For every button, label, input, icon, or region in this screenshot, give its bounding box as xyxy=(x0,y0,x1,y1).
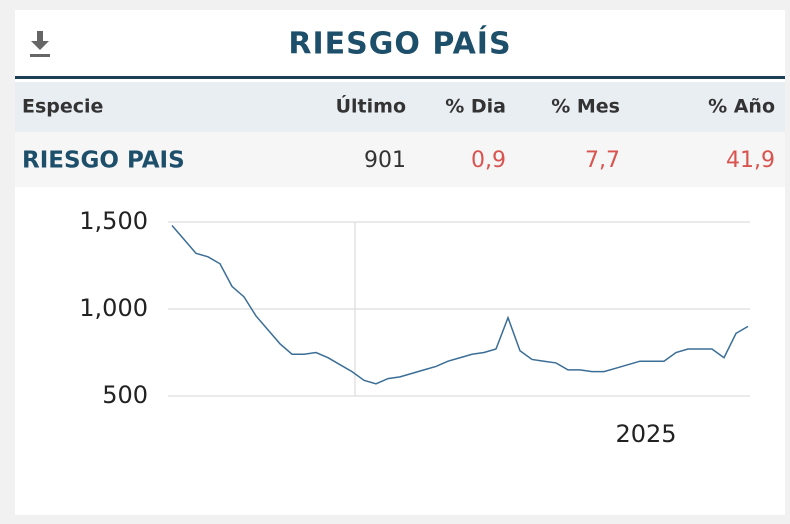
column-header: Último xyxy=(336,94,406,118)
y-tick-label: 500 xyxy=(102,381,148,409)
row-name[interactable]: RIESGO PAIS xyxy=(22,148,185,174)
table-row xyxy=(15,132,785,187)
title-rule xyxy=(15,76,785,79)
y-tick-label: 1,500 xyxy=(79,207,148,235)
table-header xyxy=(15,82,785,132)
title: RIESGO PAÍS xyxy=(288,26,511,62)
x-tick-label: 2025 xyxy=(615,420,676,448)
column-header: % Año xyxy=(708,96,775,118)
y-tick-label: 1,000 xyxy=(79,294,148,322)
column-header: % Mes xyxy=(551,96,620,118)
cell: 0,9 xyxy=(471,148,506,173)
cell: 901 xyxy=(364,148,406,173)
download-icon[interactable] xyxy=(30,31,50,57)
column-header: Especie xyxy=(22,96,103,118)
line xyxy=(171,224,749,385)
column-header: % Dia xyxy=(445,96,506,118)
cell: 7,7 xyxy=(585,148,620,173)
cell: 41,9 xyxy=(726,148,775,173)
